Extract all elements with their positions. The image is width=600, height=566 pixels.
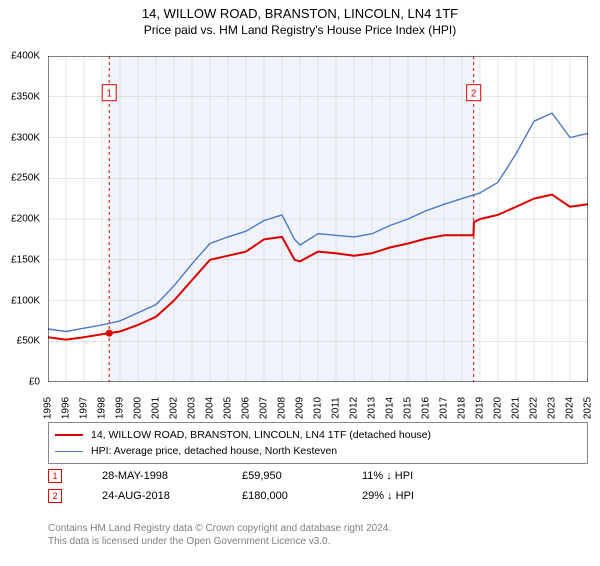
x-tick-label: 2006 [241,397,252,419]
y-tick-label: £200K [11,214,40,225]
footnote-line: This data is licensed under the Open Gov… [48,535,588,548]
x-tick-label: 2024 [565,397,576,419]
event-marker: 2 [48,489,62,503]
x-tick-label: 2021 [511,397,522,419]
event-row: 2 24-AUG-2018 £180,000 29% ↓ HPI [48,486,588,506]
legend-swatch [55,451,83,452]
y-tick-label: £100K [11,295,40,306]
y-tick-label: £50K [17,336,40,347]
x-tick-label: 2004 [205,397,216,419]
x-tick-label: 2013 [367,397,378,419]
event-id: 2 [52,491,57,501]
x-tick-label: 2002 [169,397,180,419]
x-tick-label: 2025 [583,397,594,419]
y-tick-label: £250K [11,173,40,184]
legend: 14, WILLOW ROAD, BRANSTON, LINCOLN, LN4 … [48,422,588,464]
x-tick-label: 2022 [529,397,540,419]
legend-swatch [55,434,83,436]
x-tick-label: 2020 [493,397,504,419]
x-tick-label: 1998 [97,397,108,419]
event-date: 24-AUG-2018 [102,490,202,502]
chart-title: 14, WILLOW ROAD, BRANSTON, LINCOLN, LN4 … [0,6,600,21]
event-row: 1 28-MAY-1998 £59,950 11% ↓ HPI [48,466,588,486]
svg-text:2: 2 [471,89,477,100]
legend-item: 14, WILLOW ROAD, BRANSTON, LINCOLN, LN4 … [55,427,581,443]
plot-area: 12 [48,56,588,382]
x-tick-label: 1996 [61,397,72,419]
y-tick-label: £350K [11,91,40,102]
legend-label: 14, WILLOW ROAD, BRANSTON, LINCOLN, LN4 … [91,429,431,441]
event-delta: 11% ↓ HPI [362,470,413,482]
x-tick-label: 2012 [349,397,360,419]
x-tick-label: 2011 [331,397,342,419]
x-tick-label: 2017 [439,397,450,419]
event-date: 28-MAY-1998 [102,470,202,482]
plot-svg: 12 [48,56,588,382]
x-tick-label: 2003 [187,397,198,419]
x-tick-label: 2010 [313,397,324,419]
x-axis: 1995199619971998199920002001200220032004… [48,382,588,410]
legend-label: HPI: Average price, detached house, Nort… [91,445,337,457]
event-price: £59,950 [242,470,322,482]
event-id: 1 [52,471,57,481]
footnote: Contains HM Land Registry data © Crown c… [48,516,588,548]
event-delta: 29% ↓ HPI [362,490,414,502]
x-tick-label: 1995 [43,397,54,419]
y-tick-label: £400K [11,51,40,62]
y-tick-label: £0 [29,377,40,388]
x-tick-label: 2023 [547,397,558,419]
x-tick-label: 2001 [151,397,162,419]
x-tick-label: 2005 [223,397,234,419]
x-tick-label: 1999 [115,397,126,419]
x-tick-label: 2009 [295,397,306,419]
y-tick-label: £150K [11,254,40,265]
x-tick-label: 2015 [403,397,414,419]
x-tick-label: 2016 [421,397,432,419]
x-tick-label: 1997 [79,397,90,419]
event-price: £180,000 [242,490,322,502]
x-tick-label: 2008 [277,397,288,419]
y-tick-label: £300K [11,132,40,143]
footnote-line: Contains HM Land Registry data © Crown c… [48,522,588,535]
svg-text:1: 1 [106,89,112,100]
x-tick-label: 2018 [457,397,468,419]
x-tick-label: 2007 [259,397,270,419]
x-tick-label: 2019 [475,397,486,419]
x-tick-label: 2014 [385,397,396,419]
legend-item: HPI: Average price, detached house, Nort… [55,443,581,459]
x-tick-label: 2000 [133,397,144,419]
chart-container: 14, WILLOW ROAD, BRANSTON, LINCOLN, LN4 … [0,6,600,566]
events-table: 1 28-MAY-1998 £59,950 11% ↓ HPI 2 24-AUG… [48,466,588,506]
chart-area: 12 1995199619971998199920002001200220032… [48,56,588,410]
chart-subtitle: Price paid vs. HM Land Registry's House … [0,23,600,37]
event-marker: 1 [48,469,62,483]
